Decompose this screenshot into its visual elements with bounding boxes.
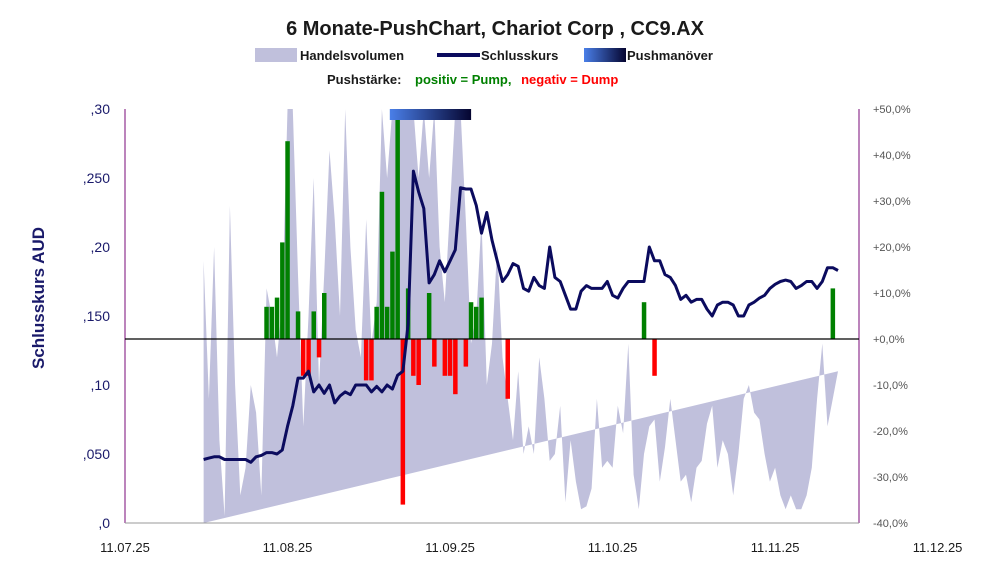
legend-volume-label: Handelsvolumen — [300, 48, 404, 63]
legend-push-swatch — [584, 48, 626, 62]
push-manoeuvre-band — [389, 109, 472, 120]
push-bar-negative — [652, 339, 657, 376]
x-tick-label: 11.08.25 — [263, 540, 313, 555]
push-bar-positive — [264, 306, 269, 339]
y-tick-right: +10,0% — [873, 288, 911, 300]
y-tick-left: ,150 — [83, 308, 110, 324]
subtitle-prefix: Pushstärke: — [327, 72, 401, 87]
push-bar-negative — [316, 339, 322, 358]
y-tick-right: -20,0% — [873, 426, 908, 438]
y-tick-left: ,20 — [91, 239, 111, 255]
push-bar-positive — [474, 306, 479, 339]
push-bar-negative — [447, 339, 453, 376]
y-tick-left: ,250 — [83, 170, 110, 186]
legend-close-label: Schlusskurs — [481, 48, 558, 63]
push-bar-positive — [379, 191, 385, 339]
subtitle-negative: negativ = Dump — [521, 72, 618, 87]
legend-volume-swatch — [255, 48, 297, 62]
legend-push-label: Pushmanöver — [627, 48, 713, 63]
y-tick-right: +30,0% — [873, 196, 911, 208]
push-bar-negative — [363, 339, 369, 381]
push-bar-positive — [322, 293, 327, 339]
y-ticks-left: ,0 ,050 ,10 ,150 ,20 ,250 ,30 — [83, 101, 110, 531]
volume-area-layer — [203, 109, 839, 523]
y-tick-right: +0,0% — [873, 334, 905, 346]
push-bar-positive — [274, 297, 280, 339]
x-tick-label: 11.09.25 — [425, 540, 475, 555]
subtitle-positive: positiv = Pump, — [415, 72, 511, 87]
y-tick-left: ,10 — [91, 377, 111, 393]
y-tick-right: -40,0% — [873, 518, 908, 530]
close-price-layer — [203, 169, 839, 464]
push-bar-negative — [432, 339, 437, 367]
push-bar-positive — [280, 242, 285, 339]
push-bar-positive — [395, 109, 400, 339]
y-tick-left: ,0 — [98, 515, 110, 531]
x-tick-label: 11.12.25 — [913, 540, 963, 555]
chart-title: 6 Monate-PushChart, Chariot Corp , CC9.A… — [286, 18, 704, 40]
push-bar-positive — [641, 302, 647, 339]
push-strength-bars — [264, 109, 836, 505]
legend: Handelsvolumen Schlusskurs Pushmanöver — [255, 48, 713, 63]
push-bar-negative — [442, 339, 448, 376]
y-tick-right: -10,0% — [873, 380, 908, 392]
push-bar-positive — [830, 288, 836, 339]
push-bar-negative — [505, 339, 510, 399]
y-tick-left: ,30 — [91, 101, 111, 117]
push-bar-negative — [306, 339, 311, 376]
x-ticks: 11.07.25 11.08.25 11.09.25 11.10.25 11.11.25… — [100, 540, 962, 555]
push-bar-negative — [463, 339, 469, 367]
y-ticks-right: -40,0% -30,0% -20,0% -10,0% +0,0% +10,0% +20,0… — [873, 104, 911, 530]
push-bar-positive — [384, 306, 390, 339]
push-bar-positive — [285, 141, 290, 339]
pushstaerke-subtitle: Pushstärke: positiv = Pump, negativ = Du… — [327, 72, 618, 87]
y-tick-right: +20,0% — [873, 242, 911, 254]
x-tick-label: 11.11.25 — [751, 540, 800, 555]
push-bar-positive — [269, 306, 275, 339]
push-bar-positive — [311, 311, 316, 339]
push-bar-negative — [453, 339, 458, 395]
y-tick-right: +50,0% — [873, 104, 911, 116]
push-bar-positive — [426, 293, 432, 339]
push-bar-negative — [400, 339, 406, 505]
y-tick-right: +40,0% — [873, 150, 911, 162]
push-bar-negative — [369, 339, 374, 381]
close-price-line — [203, 169, 839, 464]
y-tick-left: ,050 — [83, 446, 110, 462]
y-tick-right: -30,0% — [873, 472, 908, 484]
push-bar-negative — [301, 339, 306, 376]
push-bar-negative — [411, 339, 416, 376]
push-manoeuvre-layer — [389, 109, 472, 120]
push-bar-positive — [295, 311, 301, 339]
push-bar-positive — [390, 251, 395, 339]
push-bar-negative — [416, 339, 421, 385]
x-tick-label: 11.10.25 — [588, 540, 638, 555]
push-bar-positive — [479, 297, 484, 339]
volume-area — [203, 109, 839, 523]
push-bar-positive — [374, 306, 379, 339]
y-axis-label: Schlusskurs AUD — [29, 227, 48, 369]
push-bar-positive — [468, 302, 474, 339]
x-tick-label: 11.07.25 — [100, 540, 150, 555]
